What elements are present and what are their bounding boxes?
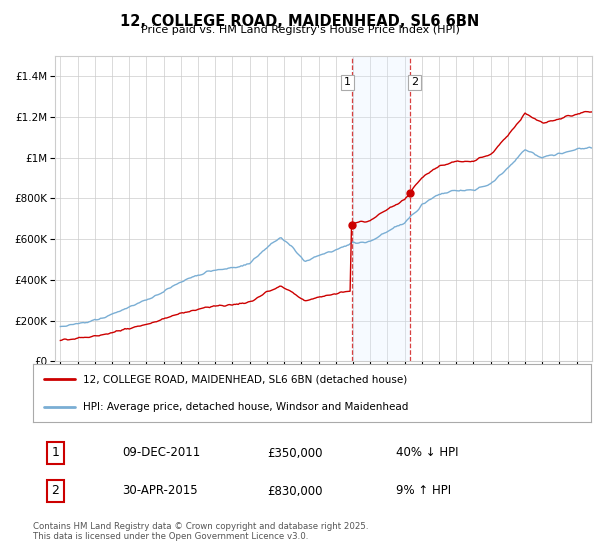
Text: 1: 1 xyxy=(52,446,59,460)
Text: HPI: Average price, detached house, Windsor and Maidenhead: HPI: Average price, detached house, Wind… xyxy=(83,402,409,412)
Text: Price paid vs. HM Land Registry's House Price Index (HPI): Price paid vs. HM Land Registry's House … xyxy=(140,25,460,35)
Text: 09-DEC-2011: 09-DEC-2011 xyxy=(122,446,200,460)
Text: £350,000: £350,000 xyxy=(268,446,323,460)
Text: 40% ↓ HPI: 40% ↓ HPI xyxy=(396,446,458,460)
Text: 9% ↑ HPI: 9% ↑ HPI xyxy=(396,484,451,497)
Text: Contains HM Land Registry data © Crown copyright and database right 2025.
This d: Contains HM Land Registry data © Crown c… xyxy=(33,522,368,542)
Text: 12, COLLEGE ROAD, MAIDENHEAD, SL6 6BN: 12, COLLEGE ROAD, MAIDENHEAD, SL6 6BN xyxy=(121,14,479,29)
Bar xyxy=(352,56,410,361)
Text: 2: 2 xyxy=(411,77,418,87)
Text: 12, COLLEGE ROAD, MAIDENHEAD, SL6 6BN (detached house): 12, COLLEGE ROAD, MAIDENHEAD, SL6 6BN (d… xyxy=(83,374,407,384)
Text: 30-APR-2015: 30-APR-2015 xyxy=(122,484,198,497)
Text: 1: 1 xyxy=(344,77,351,87)
Text: 2: 2 xyxy=(52,484,59,497)
Text: £830,000: £830,000 xyxy=(268,484,323,497)
